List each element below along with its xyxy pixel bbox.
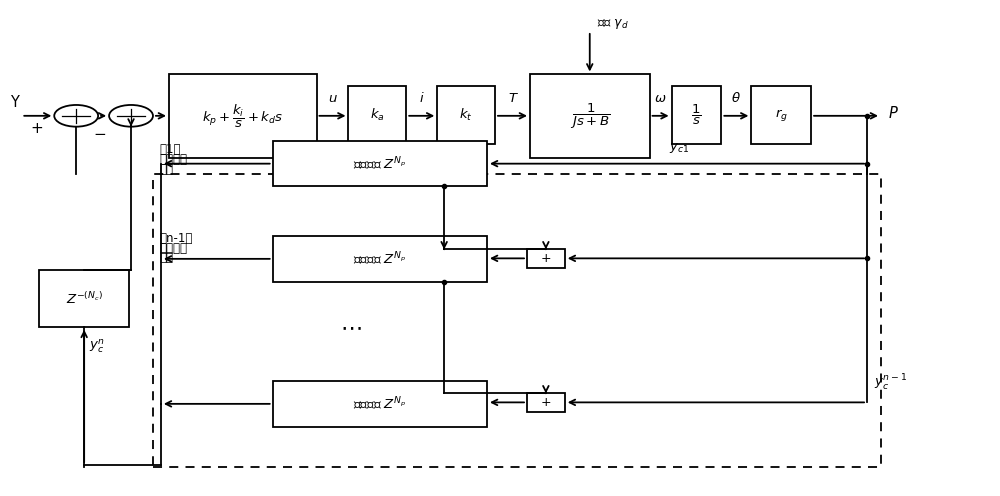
Text: 第1次: 第1次 [159,143,180,156]
Text: $k_a$: $k_a$ [370,107,385,124]
FancyBboxPatch shape [273,141,487,186]
Text: 迭代累加: 迭代累加 [159,153,187,166]
Text: 状态预测 $Z^{N_p}$: 状态预测 $Z^{N_p}$ [353,395,407,412]
Text: 迭代累加: 迭代累加 [159,242,187,254]
Text: 状态预测 $Z^{N_p}$: 状态预测 $Z^{N_p}$ [353,250,407,267]
FancyBboxPatch shape [39,270,129,327]
Text: $y_{c1}$: $y_{c1}$ [669,141,690,155]
FancyBboxPatch shape [273,236,487,282]
Text: P: P [889,106,898,121]
Text: i: i [420,92,424,105]
Text: $+$: $+$ [540,252,551,265]
Text: 状态预测 $Z^{N_p}$: 状态预测 $Z^{N_p}$ [353,155,407,172]
Text: $-$: $-$ [93,124,106,139]
Text: $\omega$: $\omega$ [654,92,667,105]
Text: $Z^{-(N_c)}$: $Z^{-(N_c)}$ [66,291,103,307]
Circle shape [54,105,98,126]
FancyBboxPatch shape [751,86,811,144]
FancyBboxPatch shape [530,74,650,158]
Text: $\dfrac{1}{s}$: $\dfrac{1}{s}$ [691,103,702,127]
Text: 扰动 $\gamma_d$: 扰动 $\gamma_d$ [597,16,629,31]
Text: +: + [30,122,43,136]
Text: $\theta$: $\theta$ [731,91,741,105]
FancyBboxPatch shape [527,249,565,268]
FancyBboxPatch shape [437,86,495,144]
Text: $\cdots$: $\cdots$ [340,317,361,337]
Text: $+$: $+$ [540,396,551,409]
Text: $y_c^{n-1}$: $y_c^{n-1}$ [874,372,907,392]
Circle shape [109,105,153,126]
Text: 误差: 误差 [159,163,173,176]
Text: $\dfrac{1}{Js+B}$: $\dfrac{1}{Js+B}$ [570,102,610,131]
FancyBboxPatch shape [527,393,565,412]
Text: $y_c^n$: $y_c^n$ [89,338,105,356]
Text: $k_t$: $k_t$ [459,107,473,124]
Text: 第n-1次: 第n-1次 [159,232,192,245]
FancyBboxPatch shape [348,86,406,144]
Text: $k_p + \dfrac{k_i}{s} + k_d s$: $k_p + \dfrac{k_i}{s} + k_d s$ [202,103,283,130]
Text: 误差: 误差 [159,251,173,264]
Text: u: u [328,92,337,105]
Text: Y: Y [10,95,19,110]
Text: $r_g$: $r_g$ [775,107,788,124]
Text: T: T [508,92,517,105]
FancyBboxPatch shape [672,86,721,144]
FancyBboxPatch shape [273,381,487,427]
FancyBboxPatch shape [169,74,317,158]
